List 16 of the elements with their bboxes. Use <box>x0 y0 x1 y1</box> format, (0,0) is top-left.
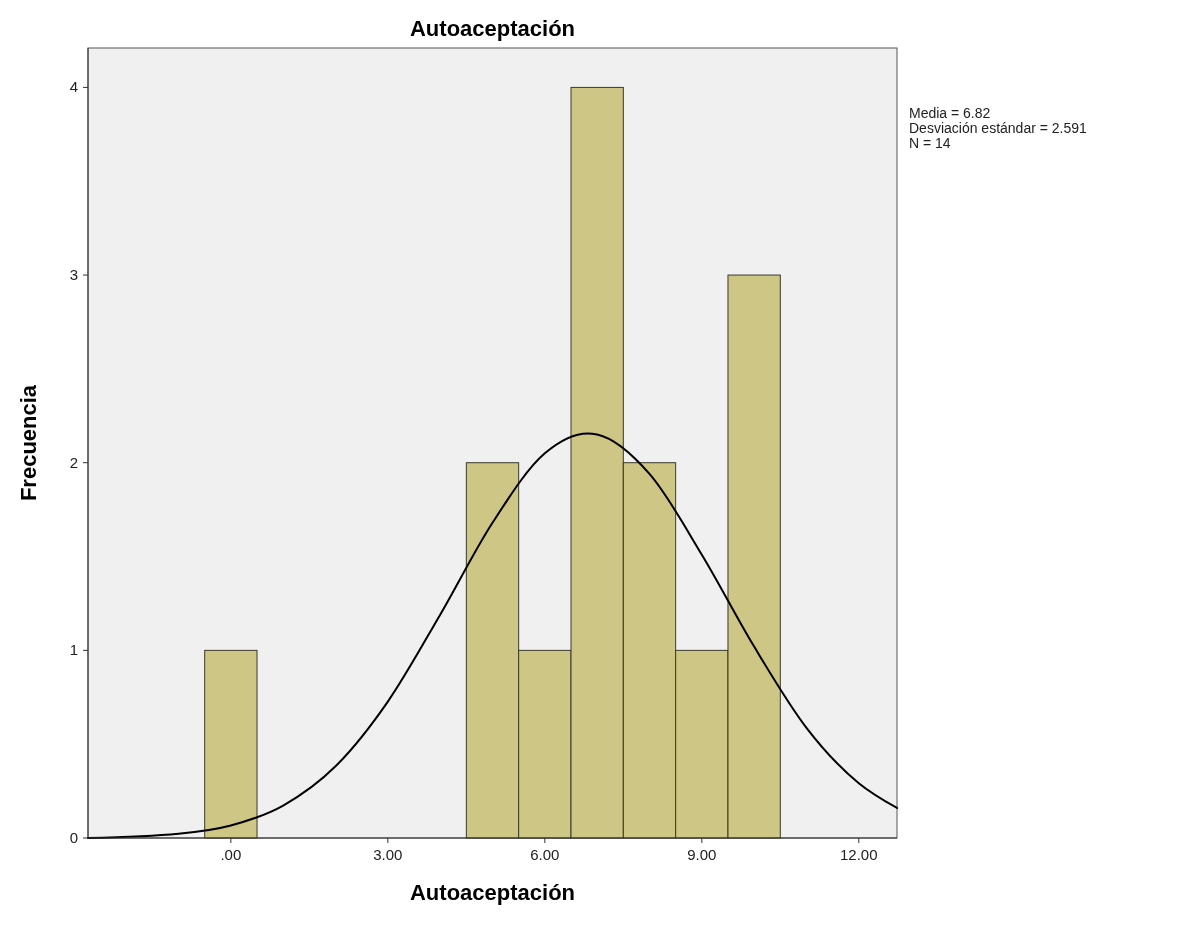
chart-title: Autoaceptación <box>409 16 576 41</box>
x-tick-label: 6.00 <box>530 846 560 863</box>
y-tick-label: 2 <box>69 453 78 471</box>
y-tick-label: 3 <box>69 266 78 284</box>
y-tick-label: 0 <box>69 829 78 846</box>
x-axis-title: Autoaceptación <box>409 880 576 905</box>
x-tick-label: 12.00 <box>840 846 878 863</box>
x-tick-label: 9.00 <box>687 846 717 863</box>
text: Media = 6.82 <box>909 105 991 121</box>
y-axis-title: Frecuencia <box>16 384 41 502</box>
x-tick-label: 3.00 <box>373 846 403 863</box>
y-tick-label: 1 <box>69 641 78 659</box>
text: N = 14 <box>909 135 951 151</box>
y-tick-label: 4 <box>69 78 78 96</box>
x-tick-label: .00 <box>220 846 242 863</box>
text: Desviación estándar = 2.591 <box>909 120 1088 136</box>
